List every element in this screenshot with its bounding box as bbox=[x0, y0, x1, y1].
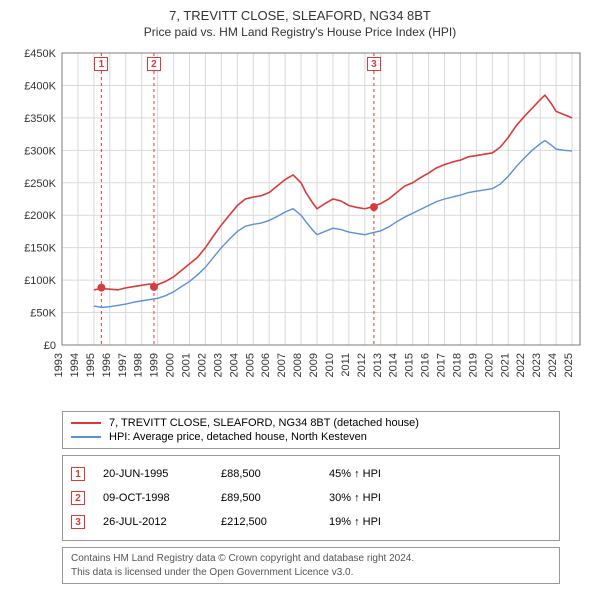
svg-text:2013: 2013 bbox=[372, 353, 384, 377]
chart-svg: £0 £50K £100K £150K £200K £250K £300K £350K £400… bbox=[10, 45, 590, 405]
svg-text:2012: 2012 bbox=[356, 353, 368, 377]
sale-badge: 1 bbox=[71, 467, 85, 481]
svg-text:£350K: £350K bbox=[24, 113, 56, 125]
svg-text:2023: 2023 bbox=[531, 353, 543, 377]
sale-price: £212,500 bbox=[221, 516, 311, 528]
chart-container: 7, TREVITT CLOSE, SLEAFORD, NG34 8BT Pri… bbox=[0, 0, 600, 592]
svg-text:1994: 1994 bbox=[69, 353, 81, 377]
sale-marker-dot bbox=[150, 283, 158, 291]
svg-text:2007: 2007 bbox=[276, 353, 288, 377]
svg-text:2016: 2016 bbox=[420, 353, 432, 377]
svg-text:£450K: £450K bbox=[24, 48, 56, 60]
sale-badge: 2 bbox=[71, 491, 85, 505]
sale-hpi: 30% ↑ HPI bbox=[329, 492, 551, 504]
svg-text:£0: £0 bbox=[44, 340, 56, 352]
sale-hpi: 19% ↑ HPI bbox=[329, 516, 551, 528]
svg-text:2015: 2015 bbox=[404, 353, 416, 377]
svg-text:2000: 2000 bbox=[165, 353, 177, 377]
sale-date: 26-JUL-2012 bbox=[103, 516, 203, 528]
sale-date: 09-OCT-1998 bbox=[103, 492, 203, 504]
sale-date: 20-JUN-1995 bbox=[103, 468, 203, 480]
svg-text:£250K: £250K bbox=[24, 178, 56, 190]
attribution-line-1: Contains HM Land Registry data © Crown c… bbox=[71, 552, 551, 566]
attribution-line-2: This data is licensed under the Open Gov… bbox=[71, 566, 551, 580]
legend-swatch bbox=[71, 422, 101, 424]
svg-text:2009: 2009 bbox=[308, 353, 320, 377]
svg-text:2014: 2014 bbox=[388, 353, 400, 377]
svg-text:£300K: £300K bbox=[24, 145, 56, 157]
legend-label: HPI: Average price, detached house, Nort… bbox=[109, 431, 367, 443]
svg-text:2024: 2024 bbox=[547, 353, 559, 377]
svg-text:2017: 2017 bbox=[436, 353, 448, 377]
sale-price: £89,500 bbox=[221, 492, 311, 504]
svg-text:2010: 2010 bbox=[324, 353, 336, 377]
svg-text:2002: 2002 bbox=[196, 353, 208, 377]
svg-text:£150K: £150K bbox=[24, 243, 56, 255]
svg-text:£100K: £100K bbox=[24, 275, 56, 287]
legend-item: HPI: Average price, detached house, Nort… bbox=[71, 430, 551, 444]
svg-text:2018: 2018 bbox=[451, 353, 463, 377]
svg-text:2011: 2011 bbox=[340, 353, 352, 377]
svg-text:1999: 1999 bbox=[149, 353, 161, 377]
svg-text:1998: 1998 bbox=[133, 353, 145, 377]
svg-text:2025: 2025 bbox=[563, 353, 575, 377]
attribution: Contains HM Land Registry data © Crown c… bbox=[62, 547, 560, 584]
svg-text:2006: 2006 bbox=[260, 353, 272, 377]
sale-row: 2 09-OCT-1998 £89,500 30% ↑ HPI bbox=[71, 486, 551, 510]
sale-row: 3 26-JUL-2012 £212,500 19% ↑ HPI bbox=[71, 510, 551, 534]
sale-marker-badge: 1 bbox=[94, 57, 108, 71]
svg-text:1993: 1993 bbox=[53, 353, 65, 377]
legend-swatch bbox=[71, 436, 101, 438]
legend-label: 7, TREVITT CLOSE, SLEAFORD, NG34 8BT (de… bbox=[109, 417, 419, 429]
sales-table: 1 20-JUN-1995 £88,500 45% ↑ HPI 2 09-OCT-1998… bbox=[62, 455, 560, 541]
svg-text:£50K: £50K bbox=[30, 308, 56, 320]
sale-hpi: 45% ↑ HPI bbox=[329, 468, 551, 480]
svg-text:2021: 2021 bbox=[499, 353, 511, 377]
svg-text:2004: 2004 bbox=[228, 353, 240, 377]
svg-text:2008: 2008 bbox=[292, 353, 304, 377]
svg-text:2019: 2019 bbox=[467, 353, 479, 377]
svg-text:2003: 2003 bbox=[212, 353, 224, 377]
sale-marker-dot bbox=[97, 284, 105, 292]
title-block: 7, TREVITT CLOSE, SLEAFORD, NG34 8BT Pri… bbox=[10, 8, 590, 39]
svg-text:1995: 1995 bbox=[85, 353, 97, 377]
sale-marker-badge: 2 bbox=[147, 57, 161, 71]
svg-text:2005: 2005 bbox=[244, 353, 256, 377]
sale-marker-dot bbox=[370, 203, 378, 211]
svg-text:£400K: £400K bbox=[24, 80, 56, 92]
svg-text:1997: 1997 bbox=[117, 353, 129, 377]
svg-text:1996: 1996 bbox=[101, 353, 113, 377]
svg-text:£200K: £200K bbox=[24, 210, 56, 222]
svg-text:2020: 2020 bbox=[483, 353, 495, 377]
chart-subtitle: Price paid vs. HM Land Registry's House … bbox=[10, 25, 590, 39]
legend-item: 7, TREVITT CLOSE, SLEAFORD, NG34 8BT (de… bbox=[71, 416, 551, 430]
sale-badge: 3 bbox=[71, 515, 85, 529]
svg-text:2022: 2022 bbox=[515, 353, 527, 377]
sale-price: £88,500 bbox=[221, 468, 311, 480]
legend: 7, TREVITT CLOSE, SLEAFORD, NG34 8BT (de… bbox=[62, 411, 560, 449]
chart-plot: £0 £50K £100K £150K £200K £250K £300K £350K £400… bbox=[10, 45, 590, 405]
chart-title: 7, TREVITT CLOSE, SLEAFORD, NG34 8BT bbox=[10, 8, 590, 23]
sale-marker-badge: 3 bbox=[367, 57, 381, 71]
svg-text:2001: 2001 bbox=[181, 353, 193, 377]
sale-row: 1 20-JUN-1995 £88,500 45% ↑ HPI bbox=[71, 462, 551, 486]
